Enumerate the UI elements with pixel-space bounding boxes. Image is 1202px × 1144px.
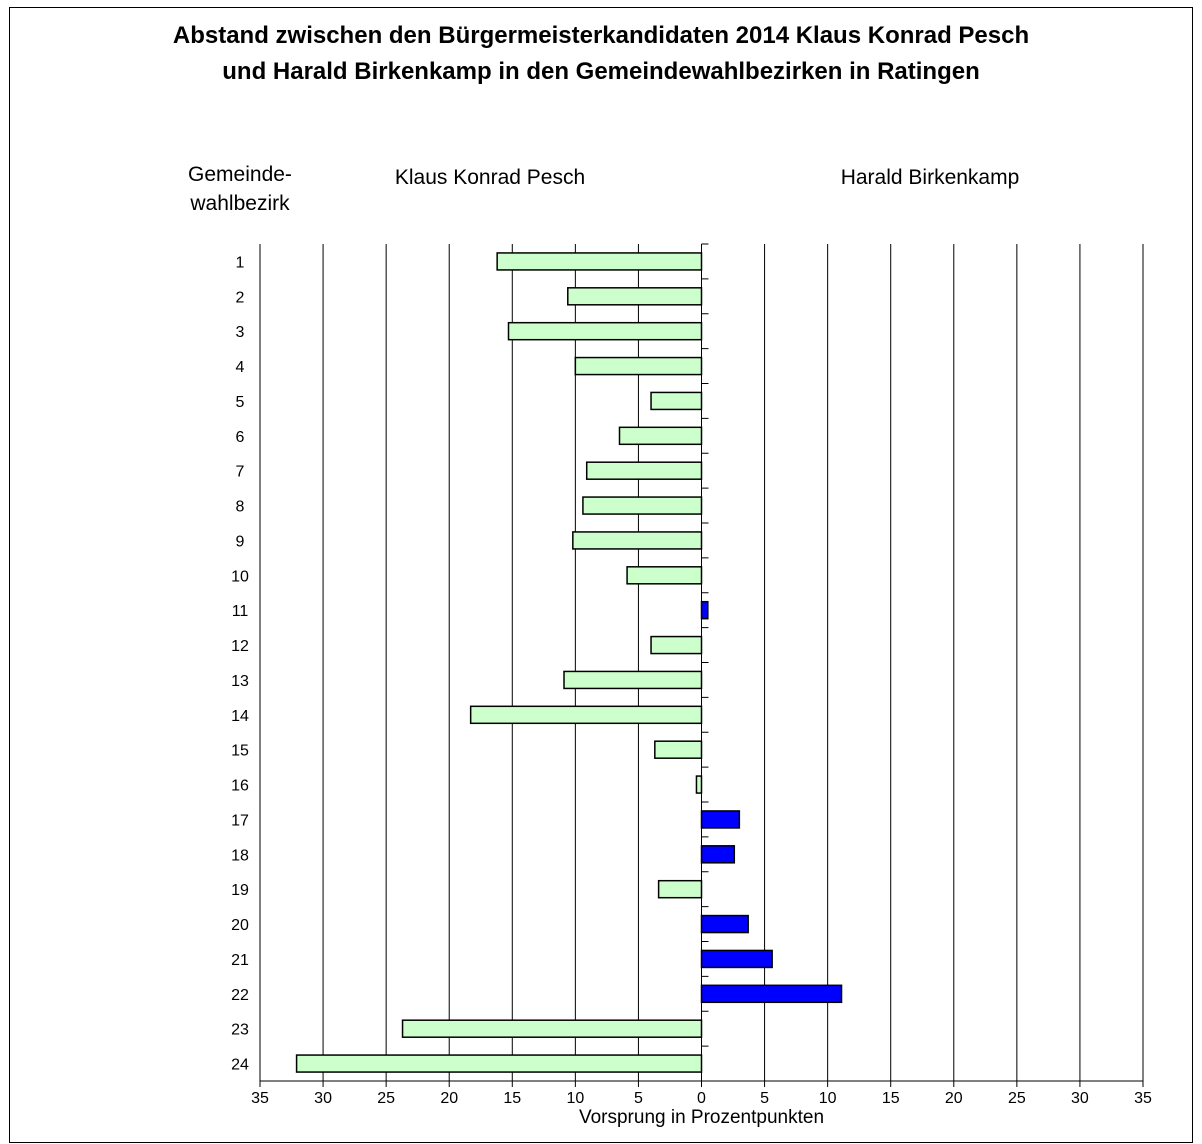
category-label: 14: [231, 708, 249, 725]
chart-frame: [9, 7, 1193, 1143]
chart-title-line1: Abstand zwischen den Bürgermeisterkandid…: [172, 22, 1030, 49]
bar: [626, 566, 703, 585]
x-tick-label: 20: [945, 1090, 963, 1107]
x-tick-label: 20: [440, 1090, 458, 1107]
bar: [618, 426, 703, 446]
bar: [295, 1054, 703, 1073]
x-tick-label: 15: [503, 1090, 521, 1107]
x-tick-label: 25: [1008, 1090, 1026, 1107]
category-label: 7: [236, 464, 245, 481]
category-label: 8: [236, 499, 245, 516]
category-label: 17: [231, 812, 249, 829]
bar: [700, 949, 773, 969]
category-label: 23: [231, 1022, 249, 1039]
x-tick-label: 15: [882, 1090, 900, 1107]
x-axis-title: Vorsprung in Prozentpunkten: [579, 1107, 824, 1128]
x-tick-label: 10: [819, 1090, 837, 1107]
category-header-line2: wahlbezirk: [190, 192, 290, 215]
x-tick-label: 30: [314, 1090, 332, 1107]
x-tick-label: 30: [1071, 1090, 1089, 1107]
x-tick-label: 5: [760, 1090, 769, 1107]
category-label: 13: [231, 673, 249, 690]
category-label: 11: [232, 603, 249, 620]
bar: [585, 461, 703, 480]
category-label: 10: [231, 568, 249, 585]
bar: [700, 600, 709, 620]
bar: [700, 810, 741, 829]
category-label: 21: [231, 952, 249, 969]
right-side-header: Harald Birkenkamp: [840, 166, 1020, 189]
x-tick-label: 0: [697, 1090, 706, 1107]
bar: [657, 879, 703, 899]
category-label: 24: [231, 1057, 249, 1074]
bar: [507, 321, 703, 341]
left-side-header: Klaus Konrad Pesch: [394, 166, 586, 189]
x-tick-label: 35: [1134, 1090, 1152, 1107]
bar: [469, 705, 703, 725]
bar: [563, 670, 703, 690]
category-label: 20: [231, 917, 249, 934]
category-label: 2: [236, 289, 245, 306]
category-label: 16: [231, 778, 249, 795]
bar: [574, 356, 703, 376]
bar: [582, 496, 703, 515]
category-label: 3: [236, 324, 245, 341]
category-label: 9: [236, 533, 245, 550]
bar: [700, 914, 749, 934]
category-label: 15: [231, 743, 249, 760]
chart-title-line2: und Harald Birkenkamp in den Gemeindewah…: [222, 58, 980, 85]
bar: [650, 391, 703, 411]
x-tick-label: 25: [377, 1090, 395, 1107]
x-tick-label: 10: [566, 1090, 584, 1107]
category-header-line1: Gemeinde-: [188, 163, 292, 186]
category-label: 5: [236, 394, 245, 411]
bar: [700, 845, 736, 864]
bar: [567, 287, 703, 306]
x-tick-label: 5: [634, 1090, 643, 1107]
category-label: 19: [231, 882, 249, 899]
category-label: 22: [231, 987, 249, 1004]
bar: [572, 531, 703, 550]
category-label: 6: [236, 429, 245, 446]
x-tick-label: 35: [251, 1090, 269, 1107]
bar: [700, 984, 843, 1004]
category-label: 12: [231, 638, 249, 655]
bar: [650, 635, 703, 655]
category-label: 4: [236, 359, 245, 376]
bar: [695, 775, 703, 794]
category-label: 18: [231, 847, 249, 864]
bar: [496, 252, 703, 271]
bar: [401, 1019, 703, 1038]
category-header: Gemeinde- wahlbezirk: [140, 160, 340, 218]
category-label: 1: [236, 254, 245, 271]
bar: [654, 740, 703, 759]
